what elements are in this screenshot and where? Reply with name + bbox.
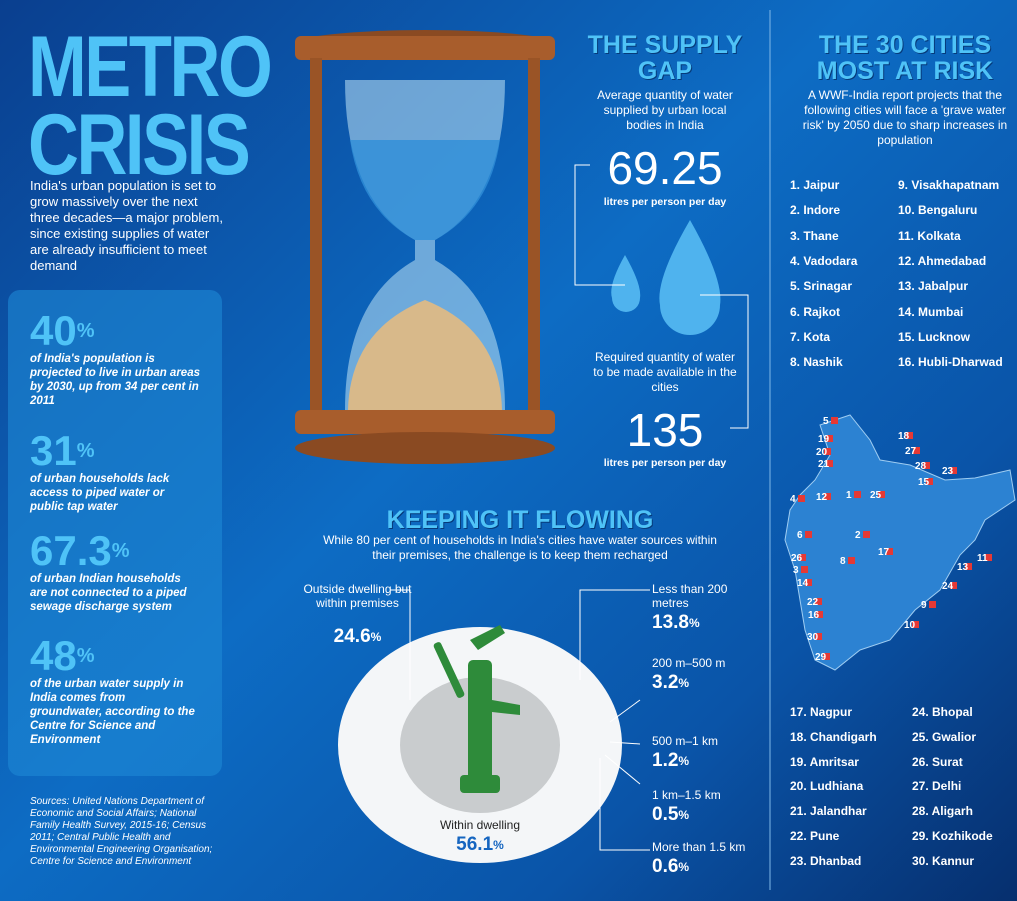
- map-label: 14: [797, 578, 809, 589]
- map-label: 10: [904, 620, 916, 631]
- map-label: 23: [942, 466, 954, 477]
- city-marker: [831, 417, 838, 424]
- map-label: 6: [797, 530, 803, 541]
- map-label: 24: [942, 581, 954, 592]
- map-label: 1: [846, 490, 852, 501]
- map-label: 16: [808, 610, 820, 621]
- city-marker: [805, 531, 812, 538]
- map-label: 12: [816, 492, 828, 503]
- map-label: 15: [918, 477, 930, 488]
- map-label: 3: [793, 565, 799, 576]
- map-label: 25: [870, 490, 882, 501]
- map-label: 22: [807, 597, 819, 608]
- map-label: 27: [905, 446, 917, 457]
- map-label: 4: [790, 494, 796, 505]
- map-label: 2: [855, 530, 861, 541]
- infographic: METRO CRISIS India's urban population is…: [0, 0, 1017, 901]
- city-marker: [929, 601, 936, 608]
- map-label: 19: [818, 434, 830, 445]
- map-label: 8: [840, 556, 846, 567]
- map-label: 20: [816, 447, 828, 458]
- map-labels: 5 19 2021 18 27 28 23 15 4 12 1 25 6 2 17 263 14 8 11 1324 2…: [0, 0, 1017, 901]
- map-label: 9: [921, 600, 927, 611]
- map-label: 26: [791, 553, 803, 564]
- city-marker: [798, 495, 805, 502]
- city-marker: [854, 491, 861, 498]
- map-label: 30: [807, 632, 819, 643]
- map-label: 18: [898, 431, 910, 442]
- city-marker: [863, 531, 870, 538]
- city-marker: [801, 566, 808, 573]
- map-label: 29: [815, 652, 827, 663]
- map-label: 28: [915, 461, 927, 472]
- map-label: 17: [878, 547, 890, 558]
- city-marker: [848, 557, 855, 564]
- map-label: 11: [977, 553, 988, 564]
- map-label: 5: [823, 416, 829, 427]
- map-label: 21: [818, 459, 830, 470]
- map-label: 13: [957, 562, 969, 573]
